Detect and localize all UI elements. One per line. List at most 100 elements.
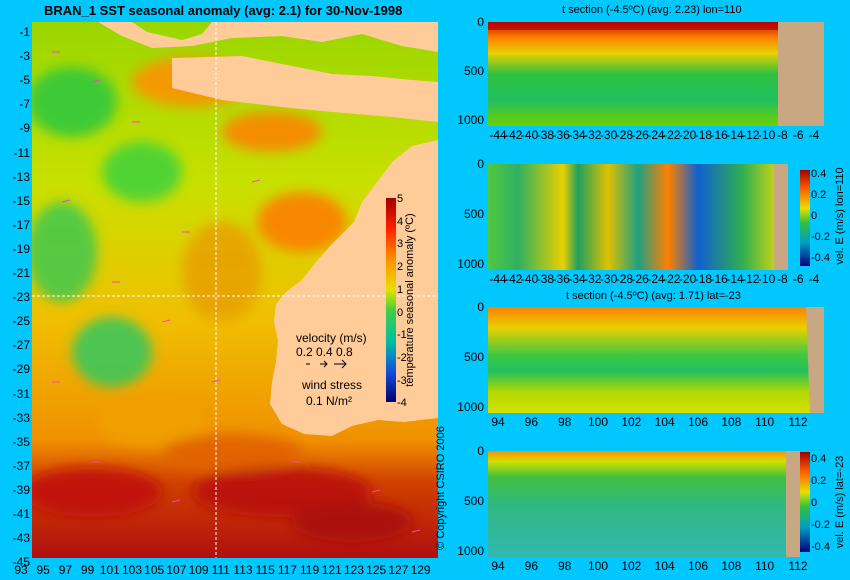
latitude-tick: -29: [12, 362, 30, 377]
panel3-plot[interactable]: [488, 307, 824, 413]
latitude-tick: -9: [19, 121, 30, 136]
depth-tick: 1000: [457, 256, 484, 271]
colorbar-tick: 0.2: [811, 189, 827, 201]
latitude-tick: -7: [19, 97, 30, 112]
x-tick: 100: [587, 559, 609, 573]
colorbar-tick: -0.2: [811, 519, 830, 531]
panel4-plot[interactable]: [488, 451, 800, 557]
depth-tick: 1000: [457, 112, 484, 127]
longitude-tick: 93: [14, 563, 28, 577]
x-tick: 94: [491, 559, 505, 573]
panel2-plot[interactable]: [488, 164, 788, 270]
latitude-tick: -1: [19, 25, 30, 39]
x-tick: -20: [678, 272, 697, 286]
x-tick: -32: [584, 128, 602, 142]
depth-tick: 500: [463, 63, 484, 78]
longitude-tick: 111: [211, 563, 230, 577]
x-tick: -10: [757, 272, 776, 286]
panel1-title: t section (-4.5ºC) (avg: 2.23) lon=110: [562, 4, 742, 16]
x-tick: 112: [788, 415, 808, 429]
colorbar-tick: 0.4: [811, 168, 827, 180]
x-tick: 96: [524, 559, 539, 573]
x-tick: -42: [505, 272, 523, 286]
wind-legend-title: wind stress: [302, 378, 363, 392]
x-tick: -26: [631, 272, 649, 286]
velocity-legend-values: 0.2 0.4 0.8: [296, 345, 353, 359]
map-title: BRAN_1 SST seasonal anomaly (avg: 2.1) f…: [44, 3, 403, 18]
colorbar-tick: -0.2: [811, 231, 830, 243]
longitude-tick: 123: [343, 563, 365, 577]
x-tick: -12: [742, 272, 760, 286]
x-tick: -44: [489, 272, 507, 286]
x-tick: -38: [536, 128, 555, 142]
panel3-title: t section (-4.5ºC) (avg: 1.71) lat=-23: [566, 290, 741, 302]
land-java: [172, 56, 438, 122]
x-tick: -4: [808, 272, 820, 286]
longitude-tick: 127: [388, 563, 409, 577]
map-colorbar-label: temperature seasonal anomaly (ºC): [404, 213, 416, 387]
panel2-side-label: vel. E (m/s) lon=110: [834, 167, 846, 265]
x-tick: -22: [663, 272, 681, 286]
latitude-tick: -19: [12, 241, 30, 256]
panel1-plot[interactable]: [488, 22, 824, 126]
x-tick: -20: [678, 128, 697, 142]
longitude-tick: 107: [166, 563, 187, 577]
colorbar-tick: -3: [397, 374, 407, 387]
longitude-tick: 99: [80, 563, 95, 577]
depth-tick: 500: [463, 349, 484, 364]
sst-map[interactable]: [32, 22, 438, 558]
x-tick: -16: [710, 272, 728, 286]
longitude-tick: 109: [188, 563, 209, 577]
latitude-tick: -45: [12, 555, 30, 570]
longitude-tick: 125: [366, 563, 387, 577]
colorbar-tick: -0.4: [811, 541, 830, 553]
longitude-tick: 117: [277, 563, 297, 577]
longitude-tick: 129: [410, 563, 431, 577]
x-tick: -18: [694, 272, 713, 286]
x-tick: -28: [615, 128, 634, 142]
colorbar-tick: 2: [397, 261, 404, 274]
latitude-tick: -23: [12, 290, 30, 305]
depth-tick: 0: [477, 15, 484, 29]
x-tick: 106: [687, 415, 709, 429]
depth-tick: 1000: [457, 399, 484, 414]
land-sumatra: [98, 22, 438, 52]
x-tick: -40: [520, 128, 539, 142]
x-tick: -44: [489, 128, 507, 142]
depth-tick: 0: [477, 444, 484, 458]
x-tick: 102: [621, 559, 642, 573]
x-tick: 112: [788, 559, 808, 573]
x-tick: 104: [654, 415, 675, 429]
x-tick: 106: [687, 559, 709, 573]
latitude-tick: -21: [12, 266, 30, 280]
panel4-colorbar: [800, 452, 810, 552]
longitude-tick: 113: [233, 563, 253, 577]
colorbar-tick: 4: [397, 215, 404, 228]
x-tick: -8: [777, 272, 788, 286]
latitude-tick: -13: [12, 169, 30, 184]
colorbar-tick: 0: [811, 210, 818, 222]
x-tick: 96: [524, 415, 539, 429]
x-tick: -30: [599, 272, 618, 286]
x-tick: -8: [777, 128, 788, 142]
panel4-side-label: vel. E (m/s) lat=-23: [834, 455, 846, 549]
x-tick: -32: [584, 272, 602, 286]
latitude-tick: -3: [19, 49, 30, 64]
latitude-tick: -27: [12, 338, 30, 353]
x-tick: 108: [721, 559, 742, 573]
longitude-tick: 105: [144, 563, 165, 577]
x-tick: 98: [557, 415, 572, 429]
longitude-tick: 95: [36, 563, 50, 577]
longitude-tick: 115: [255, 563, 275, 577]
longitude-tick: 103: [121, 563, 143, 577]
colorbar-tick: -4: [397, 397, 407, 410]
x-tick: -26: [631, 128, 649, 142]
x-tick: -18: [694, 128, 713, 142]
x-tick: 98: [557, 559, 572, 573]
land-australia: [270, 140, 438, 436]
colorbar-tick: -1: [397, 329, 407, 342]
latitude-tick: -39: [12, 482, 30, 497]
colorbar-tick: 1: [397, 283, 404, 296]
colorbar-tick: 3: [397, 238, 404, 251]
x-tick: -24: [647, 272, 665, 286]
